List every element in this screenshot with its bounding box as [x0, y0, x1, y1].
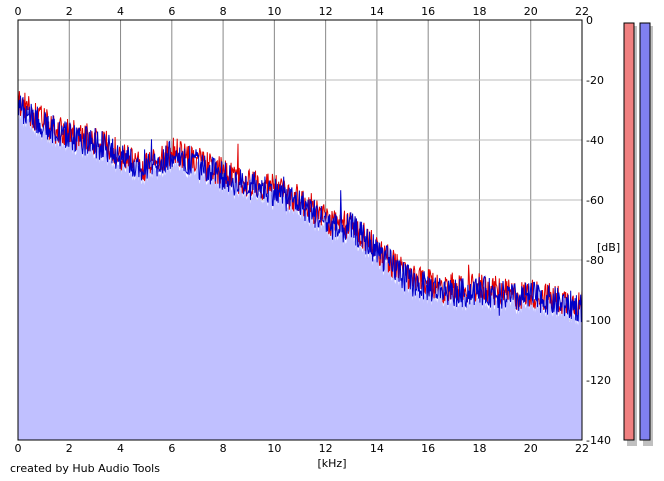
x-tick-bottom-4: 8 [220, 442, 227, 455]
x-axis-label: [kHz] [318, 457, 347, 470]
x-tick-bottom-3: 6 [168, 442, 175, 455]
x-tick-bottom-1: 2 [66, 442, 73, 455]
series-line-1 [17, 95, 583, 323]
y-axis-label: [dB] [597, 241, 620, 254]
x-tick-top-6: 12 [319, 5, 333, 18]
y-ticks: 0 -20 -40 -60 -80 -100 -120 -140 [586, 14, 611, 447]
level-meters [623, 22, 653, 446]
x-tick-top-3: 6 [168, 5, 175, 18]
x-tick-bottom-11: 22 [575, 442, 589, 455]
y-tick-2: -40 [586, 134, 604, 147]
x-tick-top-1: 2 [66, 5, 73, 18]
y-tick-5: -100 [586, 314, 611, 327]
x-tick-bottom-9: 18 [472, 442, 486, 455]
x-tick-bottom-2: 4 [117, 442, 124, 455]
x-tick-top-8: 16 [421, 5, 435, 18]
plot-frame [17, 19, 583, 441]
series-group [17, 91, 583, 323]
y-tick-6: -120 [586, 374, 611, 387]
y-tick-1: -20 [586, 74, 604, 87]
x-tick-top-11: 22 [575, 5, 589, 18]
spectrum-fill [18, 103, 582, 441]
y-tick-7: -140 [586, 434, 611, 447]
level-meter-1 [639, 22, 651, 441]
x-tick-top-5: 10 [267, 5, 281, 18]
x-tick-bottom-7: 14 [370, 442, 384, 455]
x-ticks-bottom: 0 2 4 6 8 10 12 14 16 18 20 22 [15, 442, 590, 455]
level-meter-0 [623, 22, 635, 441]
x-tick-bottom-10: 20 [524, 442, 538, 455]
y-tick-4: -80 [586, 254, 604, 267]
x-tick-bottom-0: 0 [15, 442, 22, 455]
x-tick-top-4: 8 [220, 5, 227, 18]
credit-text: created by Hub Audio Tools [10, 462, 160, 475]
y-tick-0: 0 [586, 14, 593, 27]
x-tick-top-0: 0 [15, 5, 22, 18]
y-tick-3: -60 [586, 194, 604, 207]
x-tick-bottom-5: 10 [267, 442, 281, 455]
x-tick-top-7: 14 [370, 5, 384, 18]
x-tick-top-2: 4 [117, 5, 124, 18]
x-tick-bottom-8: 16 [421, 442, 435, 455]
x-tick-top-9: 18 [472, 5, 486, 18]
x-ticks-top: 0 2 4 6 8 10 12 14 16 18 20 22 [15, 5, 590, 18]
x-tick-bottom-6: 12 [319, 442, 333, 455]
x-tick-top-10: 20 [524, 5, 538, 18]
